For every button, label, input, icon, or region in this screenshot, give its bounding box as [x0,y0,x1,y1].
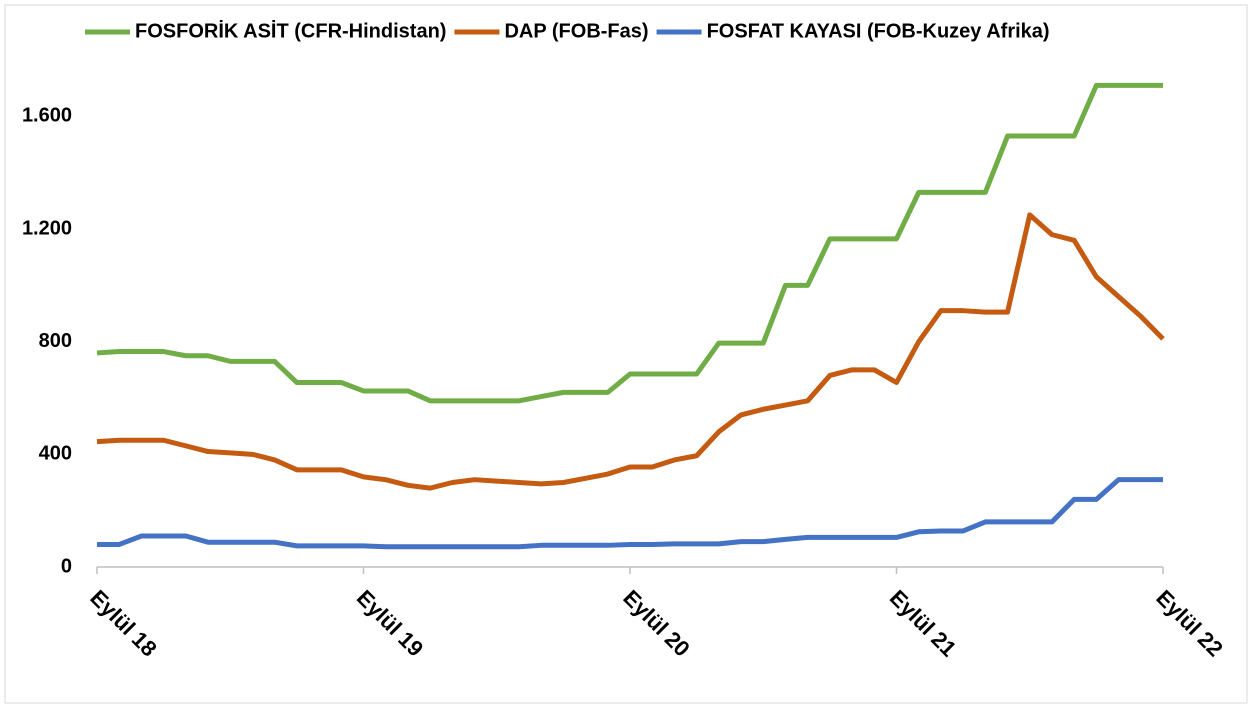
legend-label: FOSFAT KAYASI (FOB-Kuzey Afrika) [707,20,1050,42]
series-line [96,82,1163,404]
legend-label: DAP (FOB-Fas) [504,20,648,42]
y-tick-label: 0 [61,555,72,577]
y-tick-label: 800 [39,330,72,352]
legend-label: FOSFORİK ASİT (CFR-Hindistan) [135,19,446,42]
y-tick-label: 1.600 [22,105,72,127]
y-tick-label: 400 [39,443,72,465]
y-tick-label: 1.200 [22,217,72,239]
chart-border [4,4,1248,704]
series-line [97,477,1163,550]
series-line [96,212,1165,491]
